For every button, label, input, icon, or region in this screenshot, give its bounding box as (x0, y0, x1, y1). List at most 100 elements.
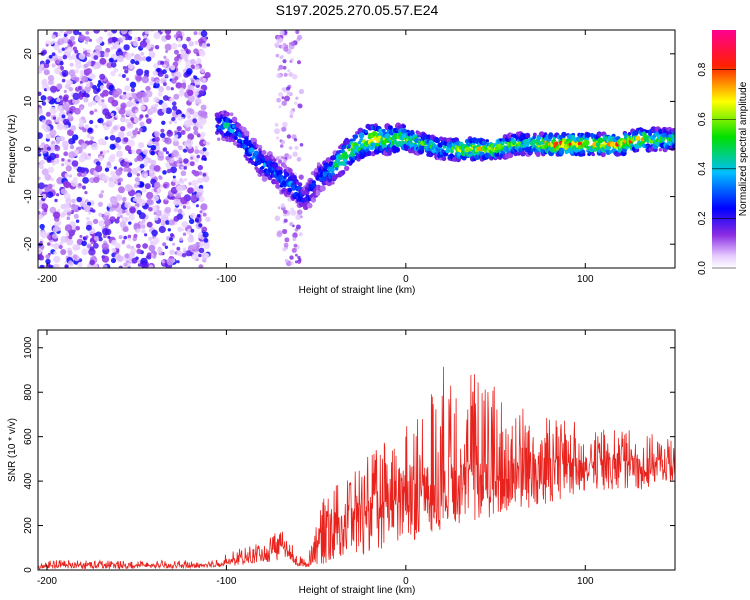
spectrogram-noise-cell (160, 60, 165, 65)
spectrogram-noise-cell (103, 30, 108, 33)
spectrogram-ridge-cell (558, 147, 565, 154)
spectrogram-noise-cell (145, 118, 152, 124)
spectrogram-noise-cell (148, 81, 154, 86)
spectrogram-noise-cell (95, 161, 101, 167)
spectrogram-noise-cell (160, 221, 166, 227)
spectrogram-noise-cell (180, 166, 184, 170)
spectrogram-noise-cell (280, 203, 286, 208)
spectrogram-noise-cell (278, 64, 284, 70)
spectrogram-noise-cell (133, 233, 138, 238)
spectrogram-ridge-cell (284, 173, 288, 177)
spectrogram-noise-cell (193, 48, 199, 54)
spectrogram-noise-cell (295, 214, 302, 221)
spectrogram-noise-cell (38, 132, 43, 139)
spectrogram-noise-cell (153, 31, 161, 40)
spectrogram-noise-cell (191, 244, 197, 250)
spectrogram-ridge-cell (344, 165, 350, 171)
spectrogram-noise-cell (117, 48, 122, 53)
spectrogram-noise-cell (127, 139, 135, 147)
spectrogram-noise-cell (190, 64, 195, 69)
spectrogram-ridge-cell (402, 124, 406, 129)
spectrogram-noise-cell (193, 130, 199, 136)
spectrogram-noise-cell (54, 145, 61, 152)
spectrogram-noise-cell (45, 254, 51, 259)
spectrogram-noise-cell (38, 107, 43, 114)
spectrogram-noise-cell (153, 96, 160, 103)
spectrogram-noise-cell (69, 62, 74, 67)
spectrogram-noise-cell (168, 219, 176, 226)
spectrogram-noise-cell (178, 157, 183, 162)
spectrogram-noise-cell (101, 255, 110, 263)
spectrogram-noise-cell (163, 55, 167, 59)
spectrogram-noise-cell (123, 91, 127, 95)
spectrogram-noise-cell (40, 231, 48, 239)
snr-frame (37, 329, 676, 571)
spectrogram-noise-cell (200, 104, 207, 111)
spectrogram-noise-cell (164, 43, 172, 51)
spectrogram-noise-cell (198, 264, 204, 268)
spectrogram-noise-cell (71, 160, 79, 167)
spectrogram-ridge-cell (544, 132, 548, 136)
spectrogram-noise-cell (53, 242, 60, 250)
spectrogram-noise-cell (172, 105, 178, 111)
spectrogram-noise-cell (290, 261, 294, 265)
spectrogram-noise-cell (97, 138, 105, 146)
spectrogram-noise-cell (148, 236, 153, 241)
spectrogram-noise-cell (172, 242, 176, 246)
spectrogram-noise-cell (172, 175, 176, 179)
spectrogram-noise-cell (141, 262, 149, 268)
spectrogram-noise-cell (156, 68, 161, 73)
spectrogram-noise-cell (102, 228, 110, 236)
spectrogram-noise-cell (95, 165, 103, 173)
spectrogram-noise-cell (45, 258, 51, 265)
spectrogram-ridge-cell (319, 185, 326, 192)
spectrogram-noise-cell (63, 181, 71, 189)
spectrogram-noise-cell (68, 174, 73, 178)
spectrogram-noise-cell (73, 30, 80, 36)
spectrogram-noise-cell (152, 237, 160, 244)
spectrogram-ridge-cell (600, 151, 606, 158)
spectrogram-noise-cell (145, 90, 153, 98)
spectrogram-noise-cell (123, 235, 128, 240)
spectrogram-noise-cell (133, 117, 140, 124)
spectrogram-noise-cell (129, 207, 136, 214)
spectrogram-noise-cell (163, 64, 167, 68)
spectrogram-ridge-cell (434, 137, 441, 144)
spectrogram-noise-cell (149, 241, 154, 245)
spectrogram-ridge-cell (578, 137, 583, 142)
spectrogram-noise-cell (139, 181, 145, 188)
spectrogram-noise-cell (295, 30, 300, 35)
spectrogram-noise-cell (106, 80, 110, 85)
spectrogram-noise-cell (43, 208, 48, 212)
spectrogram-noise-cell (187, 187, 194, 194)
spectrogram-ridge-cell (261, 150, 267, 155)
spectrogram-noise-cell (123, 44, 130, 51)
spectrogram-noise-cell (87, 211, 92, 216)
spectrogram-ridge-cell (387, 125, 393, 131)
spectrogram-noise-cell (74, 107, 81, 115)
spectrogram-noise-cell (61, 158, 65, 162)
spectrogram-noise-cell (153, 165, 161, 172)
spectrogram-noise-cell (144, 183, 151, 190)
spectrogram-noise-cell (125, 110, 132, 116)
spectrogram-noise-cell (204, 151, 210, 156)
spectrogram-noise-cell (74, 76, 80, 83)
spectrogram-ridge-cell (548, 132, 554, 137)
spectrogram-noise-cell (185, 250, 192, 257)
spectrogram-ridge-cell (525, 132, 531, 138)
spectrogram-noise-cell (92, 218, 99, 225)
spectrogram-noise-cell (49, 129, 57, 137)
spectrogram-noise-cell (282, 247, 287, 252)
spectrogram-noise-cell (108, 84, 115, 91)
spectrogram-noise-cell (274, 128, 280, 135)
spectrogram-noise-cell (276, 97, 281, 103)
spectrogram-noise-cell (196, 58, 202, 63)
spectrogram-noise-cell (38, 210, 41, 215)
spectrogram-noise-cell (185, 111, 190, 116)
spectrogram-ridge-cell (441, 156, 447, 162)
spectrogram-noise-cell (57, 65, 61, 69)
spectrogram-noise-cell (40, 142, 46, 147)
snr-xtick-label: 0 (403, 576, 409, 587)
spectrogram-noise-cell (170, 87, 174, 91)
spectrogram-noise-cell (160, 132, 166, 139)
